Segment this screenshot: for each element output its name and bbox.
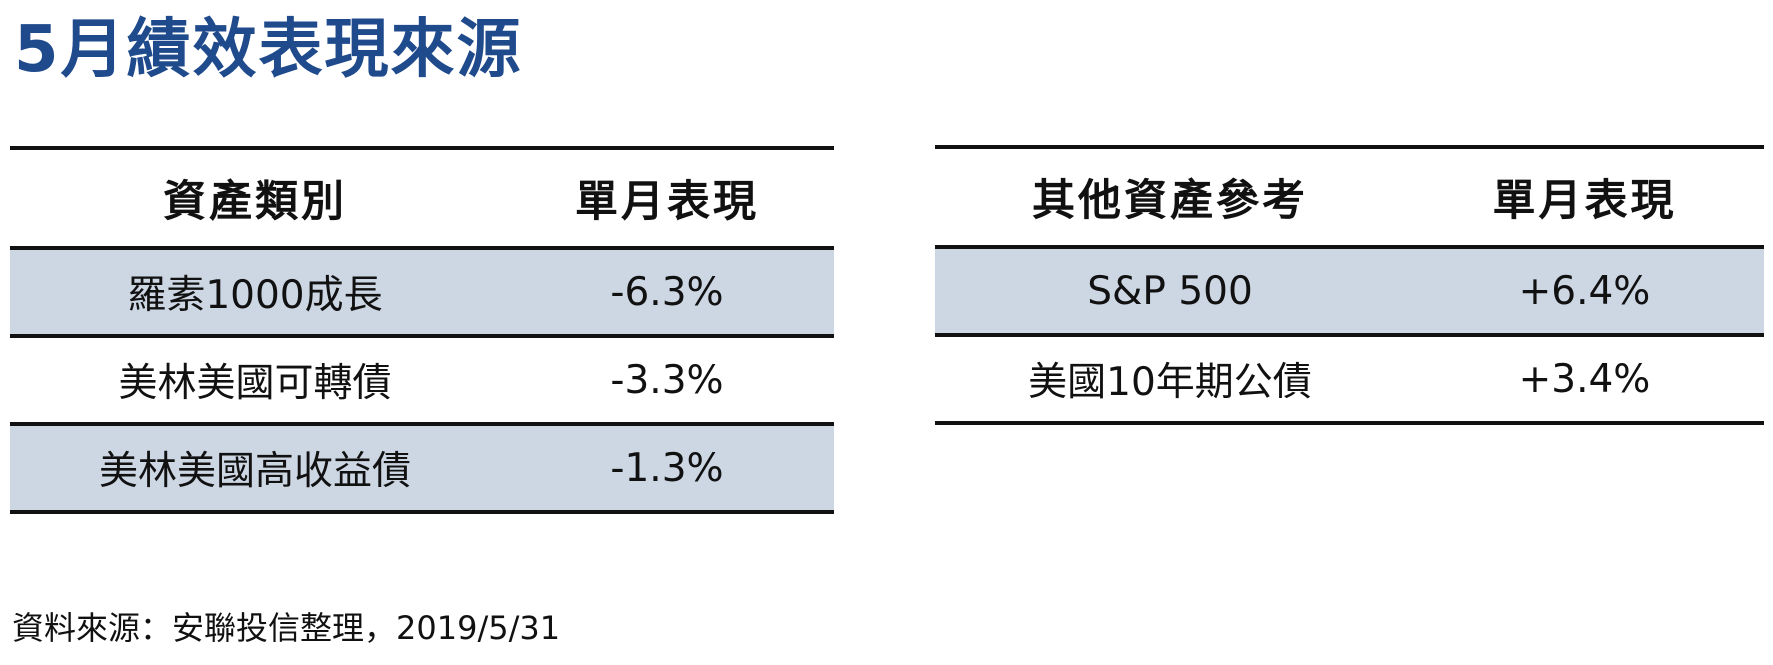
header-monthly-performance: 單月表現 — [500, 146, 834, 250]
asset-name: 美林美國可轉債 — [10, 336, 500, 426]
table-row: 美林美國高收益債 -1.3% — [10, 424, 834, 514]
header-monthly-performance: 單月表現 — [1405, 145, 1764, 249]
asset-name: 美林美國高收益債 — [10, 424, 500, 514]
asset-name: 羅素1000成長 — [10, 248, 500, 338]
header-asset-class: 資產類別 — [10, 146, 500, 250]
asset-performance: -6.3% — [500, 248, 834, 338]
table-header-row: 資產類別 單月表現 — [10, 146, 834, 250]
asset-name: 美國10年期公債 — [935, 335, 1405, 425]
asset-performance: -3.3% — [500, 336, 834, 426]
asset-performance: +3.4% — [1405, 335, 1764, 425]
table-row: S&P 500 +6.4% — [935, 247, 1764, 337]
other-assets-table: 其他資產參考 單月表現 S&P 500 +6.4% 美國10年期公債 +3.4% — [935, 145, 1764, 425]
source-note: 資料來源：安聯投信整理，2019/5/31 — [12, 609, 561, 647]
header-other-assets: 其他資產參考 — [935, 145, 1405, 249]
asset-performance: +6.4% — [1405, 247, 1764, 337]
asset-name: S&P 500 — [935, 247, 1405, 337]
asset-performance: -1.3% — [500, 424, 834, 514]
table-row: 美國10年期公債 +3.4% — [935, 335, 1764, 425]
table-header-row: 其他資產參考 單月表現 — [935, 145, 1764, 249]
table-row: 美林美國可轉債 -3.3% — [10, 336, 834, 426]
asset-class-table: 資產類別 單月表現 羅素1000成長 -6.3% 美林美國可轉債 -3.3% 美… — [10, 146, 834, 514]
table-row: 羅素1000成長 -6.3% — [10, 248, 834, 338]
page-title: 5月績效表現來源 — [14, 13, 523, 87]
